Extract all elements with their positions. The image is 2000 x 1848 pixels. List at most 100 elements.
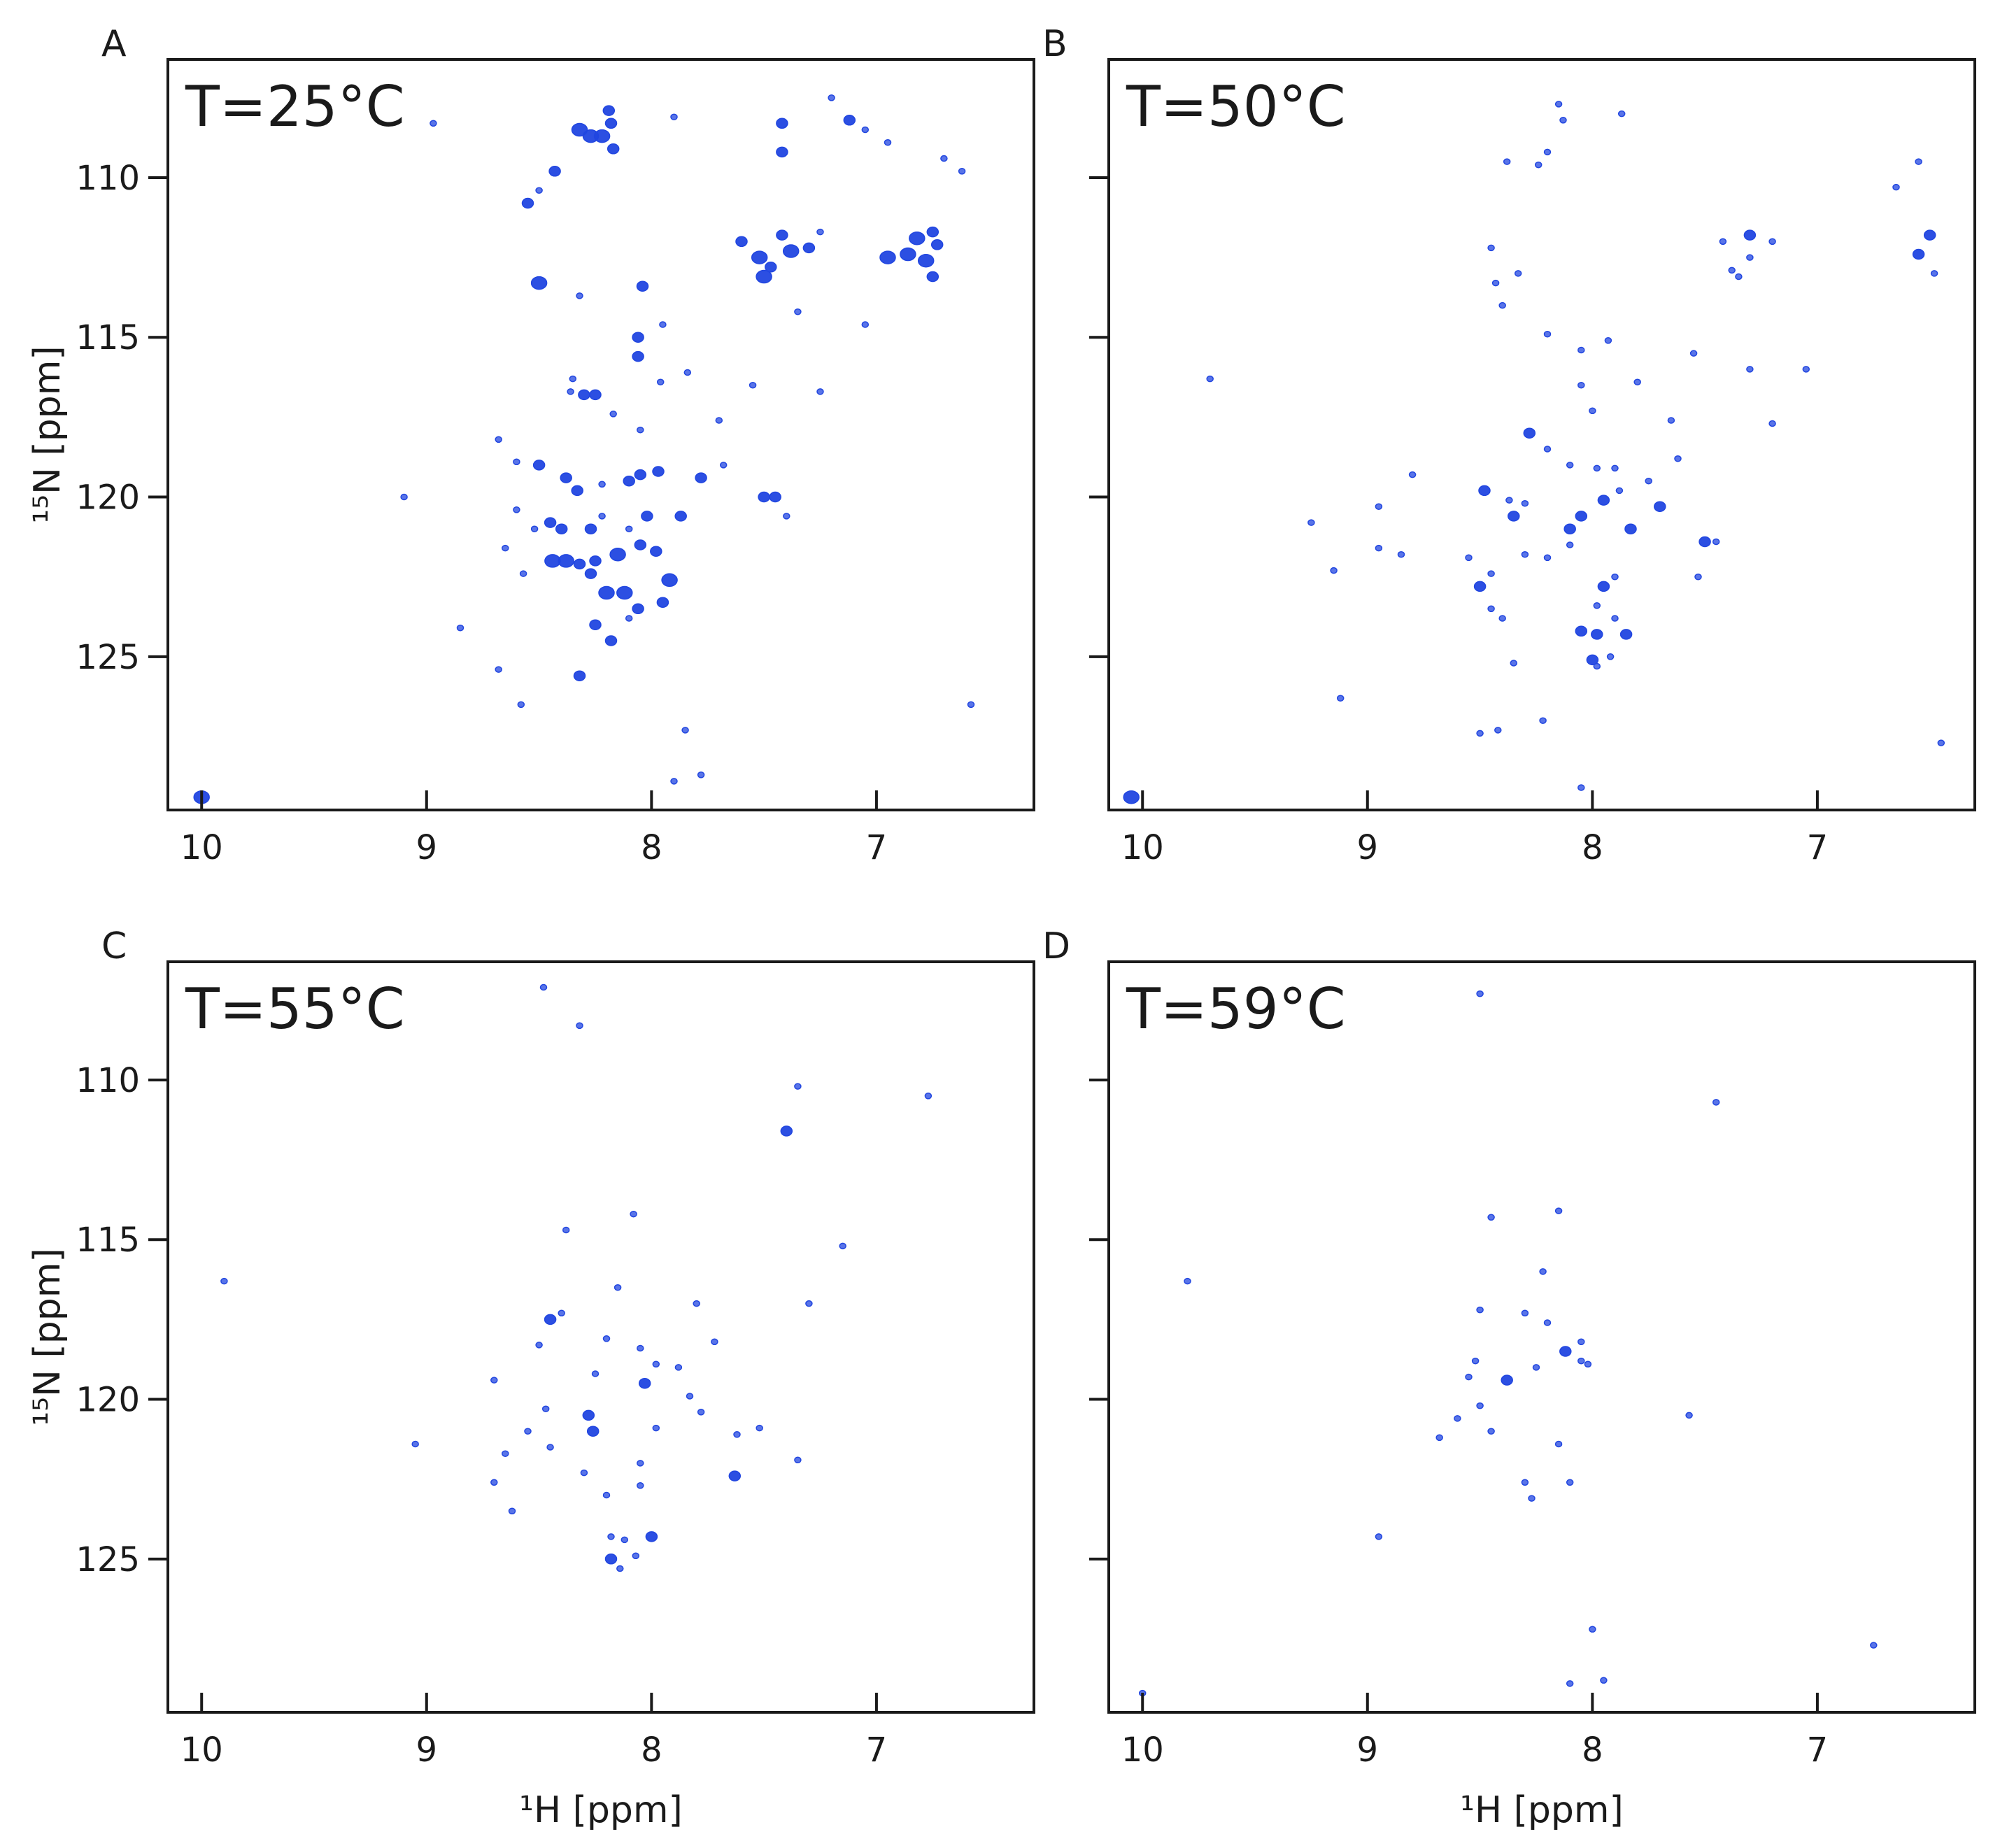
peak <box>1491 279 1500 287</box>
peak <box>1532 1364 1540 1371</box>
peak <box>620 1536 629 1544</box>
peak <box>573 670 586 681</box>
peak <box>674 511 687 522</box>
peak <box>1408 471 1417 478</box>
peak <box>783 513 790 520</box>
peak <box>530 276 548 290</box>
peak <box>1494 727 1502 734</box>
peak <box>1611 464 1619 472</box>
peak <box>1802 366 1810 373</box>
peak <box>521 197 534 209</box>
peak <box>1539 717 1547 724</box>
peak <box>591 1370 600 1377</box>
peak <box>637 1344 644 1352</box>
peak <box>776 118 788 129</box>
peak <box>1435 1434 1443 1442</box>
peak <box>637 426 644 434</box>
peak <box>697 772 705 779</box>
peak <box>1698 536 1711 548</box>
peak <box>1768 238 1776 246</box>
peak <box>604 1554 618 1565</box>
peak <box>544 517 557 528</box>
peak <box>967 701 975 709</box>
peak <box>1487 605 1495 613</box>
peak <box>719 462 728 469</box>
peak <box>1498 301 1506 309</box>
peak <box>632 1552 640 1560</box>
peak <box>900 247 916 262</box>
peak <box>539 983 548 991</box>
peak <box>598 481 606 488</box>
panel-c: C 10 9 8 7 110 115 120 125 T=55°C <box>76 925 1035 1770</box>
peak <box>625 615 633 622</box>
peak <box>1476 990 1484 997</box>
peak <box>652 466 665 477</box>
x-axis-label: ¹H [ppm] <box>519 1789 683 1831</box>
peak <box>1397 550 1405 558</box>
peak <box>1523 427 1536 439</box>
peak <box>1586 654 1599 666</box>
peak <box>1559 1346 1572 1357</box>
peak <box>1375 544 1383 552</box>
panel-a: A 10 9 8 7 110 115 120 125 T=25°C <box>76 23 1035 867</box>
peak <box>1566 541 1574 548</box>
peak <box>780 1125 793 1137</box>
peak <box>1559 117 1567 124</box>
peak <box>1543 148 1552 156</box>
peak <box>776 146 788 158</box>
peak <box>816 228 824 236</box>
temperature-label: T=59°C <box>1126 976 1346 1042</box>
y-tick-label: 120 <box>76 1381 140 1420</box>
peak <box>1487 570 1495 577</box>
peak <box>715 417 723 424</box>
peak <box>1593 602 1601 609</box>
y-tick-label: 120 <box>76 478 140 518</box>
peak <box>524 1428 532 1435</box>
peak <box>728 1470 742 1481</box>
peak <box>584 523 597 534</box>
peak <box>1375 1533 1383 1540</box>
peak <box>776 229 788 241</box>
peak <box>220 1277 228 1285</box>
peak <box>1624 523 1637 534</box>
x-tick-label: 8 <box>641 1730 662 1770</box>
peak <box>400 493 408 501</box>
peak <box>861 321 870 328</box>
peak <box>535 1342 543 1349</box>
peak <box>1521 1479 1529 1486</box>
peak <box>958 168 966 175</box>
plot-frame <box>1107 960 1976 1714</box>
x-axis-label: ¹H [ppm] <box>1460 1789 1624 1831</box>
peak <box>637 1482 644 1489</box>
peak <box>1689 350 1698 357</box>
peak <box>693 1300 700 1307</box>
peak <box>917 253 935 268</box>
peak <box>1577 1338 1585 1346</box>
peak <box>652 1360 660 1368</box>
peak <box>641 511 653 522</box>
peak <box>502 544 509 552</box>
peak <box>602 105 616 116</box>
peak <box>1589 1626 1596 1633</box>
peak <box>1330 567 1338 574</box>
peak <box>1617 110 1626 118</box>
peak <box>681 727 689 734</box>
y-tick-label: 115 <box>76 1221 140 1260</box>
peak <box>879 250 896 264</box>
peak <box>1566 1680 1574 1687</box>
peak <box>1554 1207 1563 1214</box>
peak <box>589 555 602 567</box>
panel-b: B 10 9 8 7 T=50°C <box>1042 23 1976 867</box>
panel-d: D 10 9 8 7 T=59°C <box>1042 925 1976 1770</box>
peak <box>571 485 583 497</box>
peak <box>530 525 539 532</box>
peak <box>567 388 574 395</box>
peak <box>430 120 437 127</box>
peak <box>555 523 568 534</box>
peak <box>1633 378 1641 385</box>
peak <box>926 271 939 283</box>
y-axis-label: ¹⁵N [ppm] <box>27 346 69 523</box>
y-tick-label: 125 <box>76 1540 140 1579</box>
peak <box>1465 554 1473 562</box>
peak <box>670 113 678 120</box>
